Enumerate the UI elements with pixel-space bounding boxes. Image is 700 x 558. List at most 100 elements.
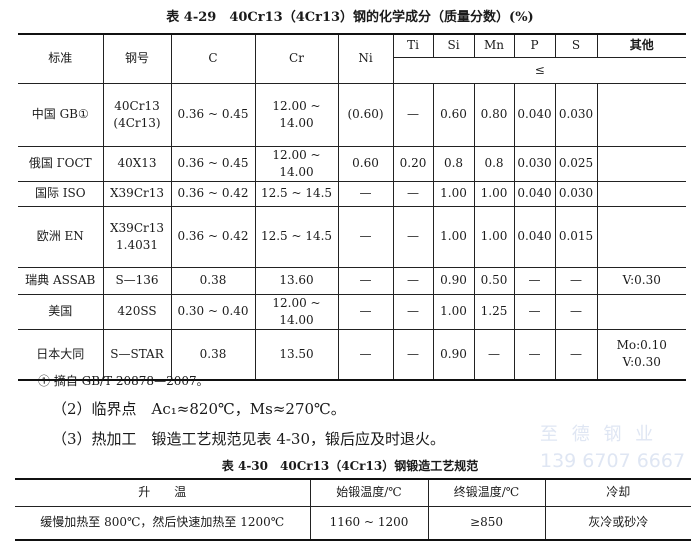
cell-standard-text: 中国 GB① <box>31 107 89 121</box>
cell-mn-text: 0.80 <box>480 107 508 121</box>
table-row: 俄国 ГОСТ 40X13 0.36 ~ 0.45 12.00 ~ 14.00 0.60… <box>18 145 686 182</box>
cell-grade-text: 40Cr13 <box>114 98 160 113</box>
cell-cr: 13.50 <box>254 328 339 381</box>
cell-standard-text: 欧洲 EN <box>36 229 84 243</box>
table-row: 欧洲 EN X39Cr13 1.4031 0.36 ~ 0.42 12.5 ~ 14.5… <box>18 205 686 268</box>
cell-ti: 0.20 <box>392 145 434 182</box>
header-standard: 标准 <box>18 33 104 84</box>
cell-p: — <box>513 266 556 295</box>
cell-cr: 12.5 ~ 14.5 <box>254 205 339 268</box>
cell-grade-text: 40X13 <box>117 156 157 170</box>
cell-grade-text: X39Cr13 <box>110 186 164 200</box>
cell-cr-text: 12.00 ~ 14.00 <box>272 147 321 179</box>
header-mn: Mn <box>473 33 515 58</box>
header-c: C <box>170 33 256 84</box>
cell-mn: 1.25 <box>473 293 515 330</box>
cell-other <box>596 82 686 147</box>
cell-p-text: — <box>528 346 541 361</box>
cell-s: 0.030 <box>554 82 598 147</box>
cell-s: — <box>554 328 598 381</box>
cell-s: — <box>554 293 598 330</box>
cell-si: 1.00 <box>432 180 475 207</box>
table-row: 瑞典 ASSAB S—136 0.38 13.60 — — 0.90 0.50 — — V:0.30 <box>18 266 686 295</box>
footnote: ① 摘自 GB/T 20878—2007。 <box>38 374 209 388</box>
cell-c-text: 0.30 ~ 0.40 <box>177 304 249 318</box>
cell-mn: 0.8 <box>473 145 515 182</box>
cell-standard: 美国 <box>18 293 104 330</box>
paragraph-hot-working: （3）热加工 锻造工艺规范见表 4-30，锻后应及时退火。 <box>52 430 446 448</box>
cell-grade-text-2: (4Cr13) <box>113 115 161 130</box>
cell-start-temp: 1160 ~ 1200 <box>309 506 429 541</box>
cell-c-text: 0.36 ~ 0.45 <box>177 156 249 170</box>
cell-si-text: 0.90 <box>440 346 467 361</box>
cell-ni: — <box>337 180 394 207</box>
cell-cr: 12.00 ~ 14.00 <box>254 82 339 147</box>
cell-other <box>596 145 686 182</box>
cell-end-temp: ≥850 <box>427 506 546 541</box>
forging-spec-table: 升 温 始锻温度/℃ 终锻温度/℃ 冷却 缓慢加热至 800℃，然后快速加热至 … <box>15 478 691 541</box>
cell-mn: 1.00 <box>473 180 515 207</box>
cell-c-text: 0.36 ~ 0.42 <box>177 186 249 200</box>
cell-s: 0.025 <box>554 145 598 182</box>
header-other: 其他 <box>596 33 686 58</box>
cell-s: 0.030 <box>554 180 598 207</box>
cell-s-text: 0.030 <box>558 186 594 200</box>
header-ti: Ti <box>392 33 434 58</box>
cell-grade: X39Cr13 1.4031 <box>102 205 172 268</box>
cell-ni: — <box>337 328 394 381</box>
cell-cr-text: 12.5 ~ 14.5 <box>260 229 333 243</box>
cell-standard: 欧洲 EN <box>18 205 104 268</box>
cell-p: — <box>513 293 556 330</box>
cell-s-text: 0.015 <box>558 229 594 243</box>
cell-p: 0.030 <box>513 145 556 182</box>
cell-p-text: 0.040 <box>517 107 552 121</box>
cell-cr: 13.60 <box>254 266 339 295</box>
cell-ni-text: (0.60) <box>347 107 384 121</box>
cell-c: 0.36 ~ 0.42 <box>170 180 256 207</box>
cell-standard-text: 俄国 ГОСТ <box>28 156 92 170</box>
cell-si: 0.60 <box>432 82 475 147</box>
cell-c: 0.36 ~ 0.42 <box>170 205 256 268</box>
cell-grade: 40Cr13 (4Cr13) <box>102 82 172 147</box>
cell-cr-text: 12.5 ~ 14.5 <box>260 186 333 200</box>
header-cooling: 冷却 <box>544 479 691 507</box>
cell-c-text: 0.38 <box>199 346 227 361</box>
table2-title: 表 4-30 40Cr13（4Cr13）钢锻造工艺规范 <box>221 459 479 473</box>
table1-title: 表 4-29 40Cr13（4Cr13）钢的化学成分（质量分数）(%) <box>166 10 534 25</box>
cell-other <box>596 180 686 207</box>
cell-s-text: — <box>570 304 582 318</box>
cell-mn-text: 1.00 <box>480 186 508 200</box>
cell-p-text: — <box>528 273 541 287</box>
cell-ni: 0.60 <box>337 145 394 182</box>
cell-ni-text: — <box>359 186 372 200</box>
cell-p: 0.040 <box>513 205 556 268</box>
cell-ti: — <box>392 205 434 268</box>
cell-p: — <box>513 328 556 381</box>
cell-standard: 瑞典 ASSAB <box>18 266 104 295</box>
cell-si: 0.90 <box>432 266 475 295</box>
cell-mn: 0.50 <box>473 266 515 295</box>
watermark-phone: 139 6707 6667 <box>540 450 686 472</box>
cell-grade-text: 420SS <box>117 304 157 318</box>
cell-p-text: 0.040 <box>517 229 552 243</box>
cell-s-text: — <box>570 273 582 287</box>
cell-other-text: V:0.30 <box>622 273 661 287</box>
cell-standard: 俄国 ГОСТ <box>18 145 104 182</box>
paragraph-critical-point: （2）临界点 Ac₁≈820℃，Ms≈270℃。 <box>52 400 346 418</box>
cell-cr-text: 12.00 ~ 14.00 <box>272 295 321 327</box>
cell-si-text: 1.00 <box>440 304 467 318</box>
cell-c: 0.36 ~ 0.45 <box>170 82 256 147</box>
header-start-temp: 始锻温度/℃ <box>309 479 429 507</box>
cell-c-text: 0.38 <box>199 273 227 287</box>
cell-cr: 12.00 ~ 14.00 <box>254 145 339 182</box>
cell-ti-text: — <box>407 229 419 243</box>
cell-si: 0.90 <box>432 328 475 381</box>
cell-other-text: Mo:0.10 <box>616 338 667 353</box>
cell-ti-text: — <box>407 107 419 121</box>
cell-c-text: 0.36 ~ 0.45 <box>177 107 249 121</box>
cell-mn: 0.80 <box>473 82 515 147</box>
cell-c: 0.36 ~ 0.45 <box>170 145 256 182</box>
cell-grade: S—136 <box>102 266 172 295</box>
cell-mn-text: 1.25 <box>480 304 508 318</box>
cell-grade: 420SS <box>102 293 172 330</box>
